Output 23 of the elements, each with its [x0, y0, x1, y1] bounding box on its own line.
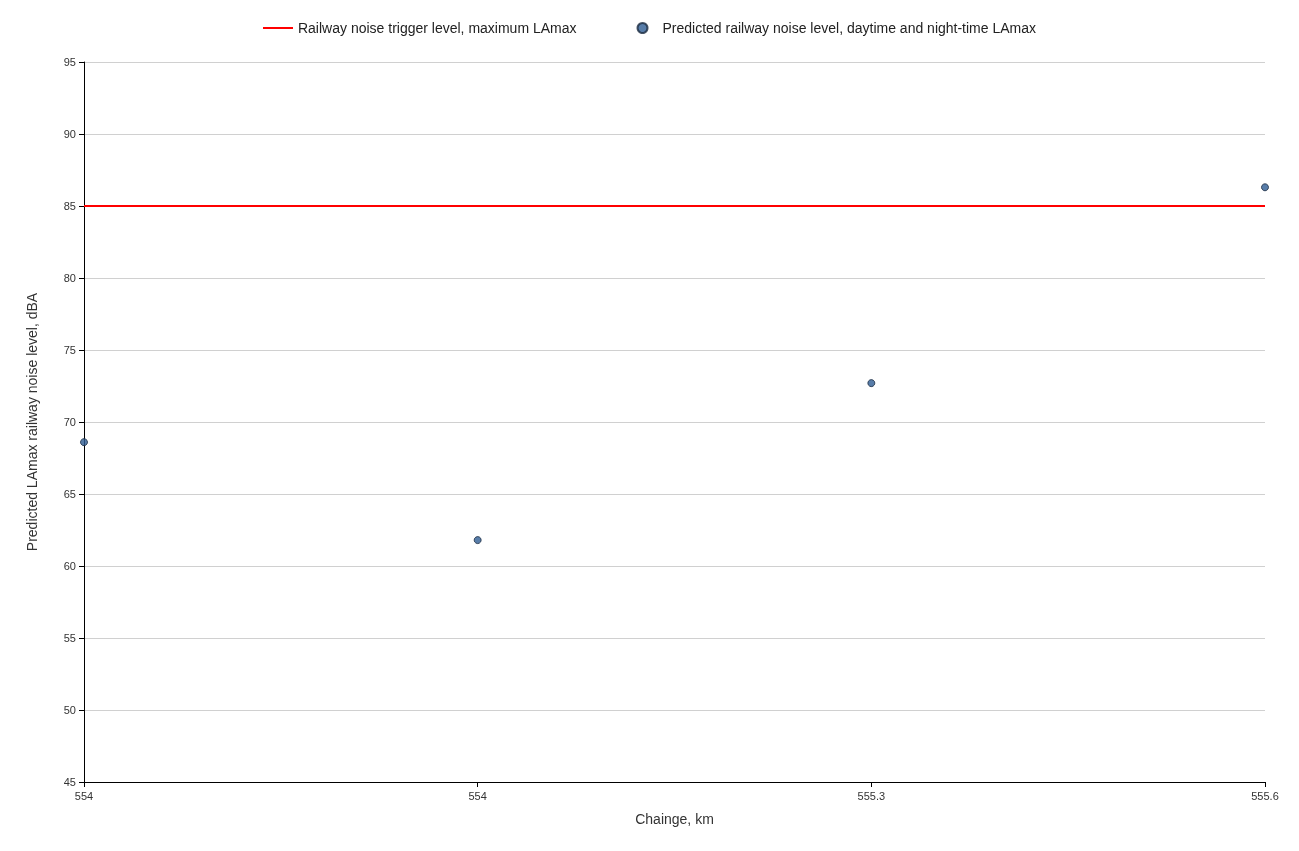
x-tick-label: 555.3: [857, 789, 886, 802]
y-axis-title: Predicted LAmax railway noise level, dBA: [24, 292, 40, 552]
y-tick-label: 60: [63, 560, 76, 572]
y-tick-label: 75: [63, 344, 76, 356]
x-axis-title: Chainge, km: [635, 811, 714, 827]
y-tick-label: 55: [63, 632, 76, 644]
point: [867, 379, 876, 388]
y-tick-label: 65: [63, 488, 76, 500]
x-tick-label: 555.6: [1251, 789, 1279, 802]
y-tick-label: 80: [63, 272, 76, 284]
y-tick-label: 90: [63, 128, 76, 140]
x-tick-label: 554: [74, 789, 94, 802]
y-tick-label: 70: [63, 416, 76, 428]
point: [1261, 183, 1269, 192]
legend-label: Predicted railway noise level, daytime and night-time LAmax: [662, 20, 1037, 36]
y-tick-label: 95: [63, 56, 76, 68]
x-tick-label: 554: [468, 789, 487, 802]
y-tick-label: 50: [63, 704, 76, 716]
y-tick-label: 45: [63, 776, 76, 788]
point: [80, 438, 88, 447]
legend-label: Railway noise trigger level, maximum LAmax: [297, 20, 577, 36]
point: [473, 536, 482, 545]
y-tick-label: 85: [63, 200, 76, 212]
